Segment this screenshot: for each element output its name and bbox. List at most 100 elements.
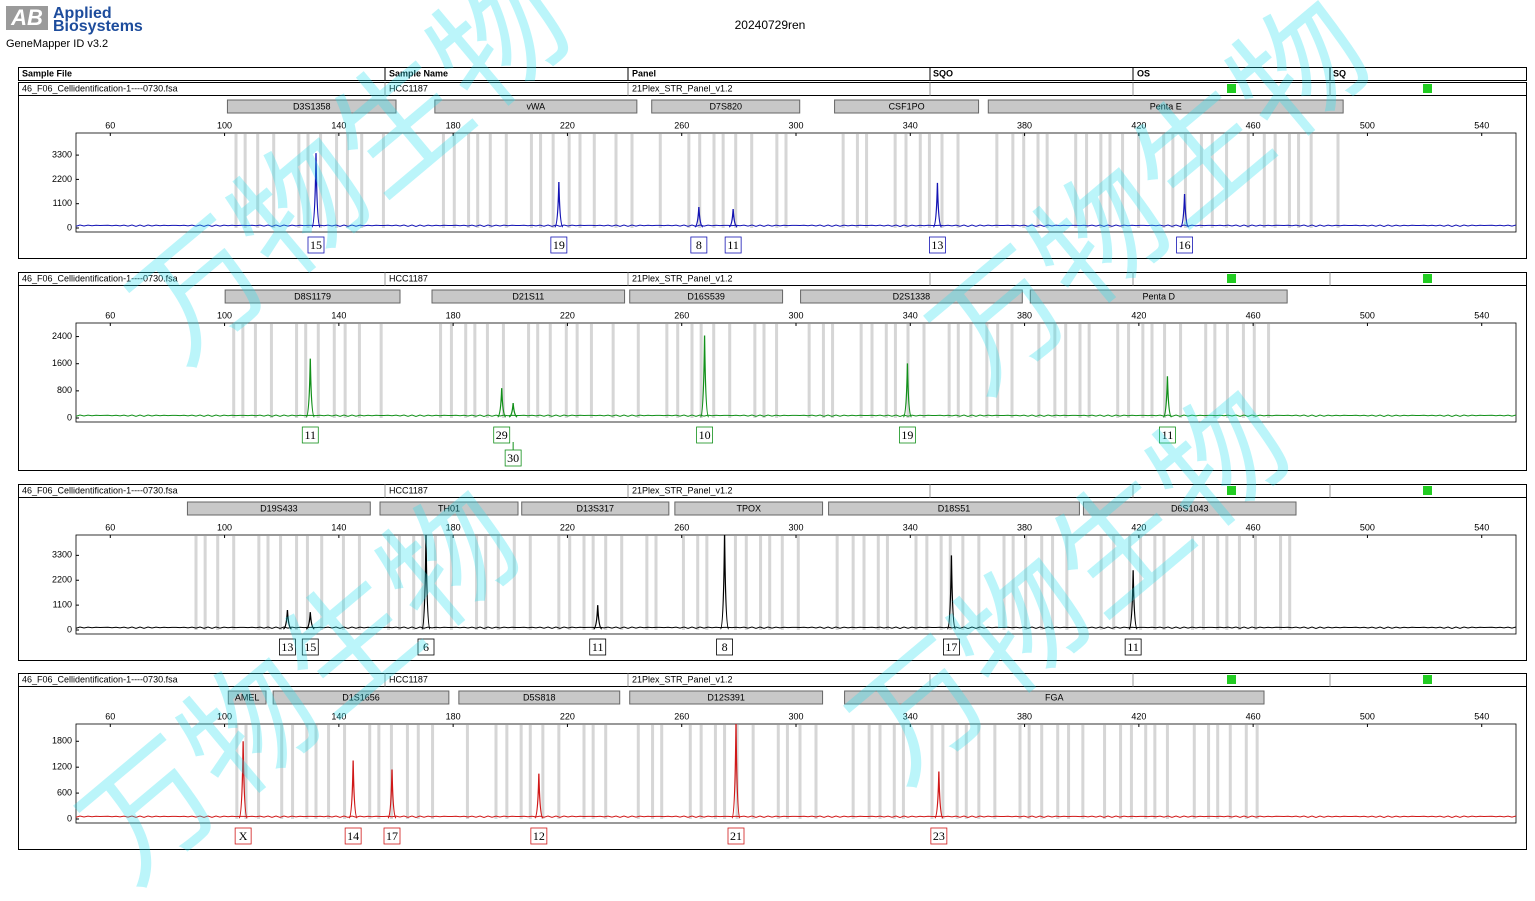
- peak: [934, 771, 944, 819]
- sample-file: 46_F06_Cellidentification-1----0730.fsa: [22, 674, 178, 684]
- watermark: 万物生物: [103, 0, 599, 391]
- y-tick-label: 1200: [52, 762, 72, 772]
- peak: [534, 773, 544, 819]
- peak: [719, 535, 730, 630]
- allele-label: 30: [507, 451, 519, 465]
- y-tick-label: 0: [67, 624, 72, 634]
- peak: [311, 153, 321, 228]
- x-tick-label: 340: [903, 120, 918, 130]
- logo-text: Applied: [53, 5, 112, 22]
- allele-box: [383, 827, 401, 845]
- allele-box: [307, 236, 325, 254]
- logo-box: [6, 6, 48, 30]
- peak: [497, 388, 507, 418]
- allele-label: 11: [305, 428, 317, 442]
- locus-name: TPOX: [736, 503, 761, 513]
- locus-bar: [834, 99, 980, 114]
- allele-box: [279, 638, 296, 656]
- allele-box: [899, 426, 916, 444]
- allele-label: 8: [722, 640, 728, 654]
- locus-bar: [987, 99, 1344, 114]
- locus-bar: [186, 501, 371, 516]
- peak: [421, 535, 431, 630]
- panel-name: 21Plex_STR_Panel_v1.2: [632, 674, 733, 684]
- sample-name: HCC1187: [389, 485, 428, 495]
- report-title: 20240729ren: [735, 18, 806, 32]
- trace: [76, 224, 1516, 228]
- x-tick-label: 260: [674, 711, 689, 721]
- x-tick-label: 420: [1131, 522, 1146, 532]
- locus-name: D3S1358: [293, 101, 331, 111]
- y-tick-label: 800: [57, 385, 72, 395]
- allele-box: [716, 638, 733, 656]
- allele-box: [929, 236, 946, 254]
- x-tick-label: 60: [105, 120, 115, 130]
- peak: [387, 769, 397, 819]
- allele-label: X: [239, 829, 248, 843]
- locus-bar: [226, 99, 397, 114]
- locus-name: Penta E: [1150, 101, 1182, 111]
- trace: [76, 414, 1516, 418]
- x-tick-label: 100: [217, 310, 232, 320]
- status-square: [1423, 84, 1432, 93]
- trace: [76, 626, 1516, 630]
- x-tick-label: 220: [560, 120, 575, 130]
- panel-box: [18, 82, 1527, 259]
- x-tick-label: 180: [446, 120, 461, 130]
- logo-text: Biosystems: [53, 18, 143, 35]
- locus-name: D6S1043: [1171, 503, 1209, 513]
- locus-name: D5S818: [523, 692, 556, 702]
- x-tick-label: 460: [1246, 711, 1261, 721]
- allele-box: [493, 426, 511, 444]
- x-tick-label: 220: [560, 522, 575, 532]
- y-tick-label: 2200: [52, 174, 72, 184]
- y-tick-label: 0: [67, 222, 72, 232]
- status-square: [1227, 486, 1236, 495]
- table-header: [18, 67, 1527, 81]
- column-header: Sample Name: [389, 68, 448, 78]
- column-header: Panel: [632, 68, 656, 78]
- locus-name: AMEL: [235, 692, 260, 702]
- peak: [1180, 193, 1190, 228]
- x-tick-label: 180: [446, 310, 461, 320]
- locus-name: D16S539: [687, 291, 725, 301]
- y-tick-label: 1100: [53, 198, 72, 208]
- allele-box: [943, 638, 960, 656]
- x-tick-label: 380: [1017, 711, 1032, 721]
- locus-bar: [629, 289, 784, 304]
- locus-bar: [272, 690, 450, 705]
- status-square: [1423, 675, 1432, 684]
- y-tick-label: 2400: [52, 331, 72, 341]
- x-tick-label: 380: [1017, 522, 1032, 532]
- y-tick-label: 3300: [52, 149, 72, 159]
- x-tick-label: 180: [446, 522, 461, 532]
- x-tick-label: 100: [217, 522, 232, 532]
- x-tick-label: 340: [903, 711, 918, 721]
- allele-label: 6: [423, 640, 429, 654]
- y-tick-label: 3300: [52, 550, 72, 560]
- x-tick-label: 180: [446, 711, 461, 721]
- locus-bar: [458, 690, 621, 705]
- peak: [305, 612, 315, 630]
- x-tick-label: 500: [1360, 310, 1375, 320]
- column-header: OS: [1137, 68, 1150, 78]
- watermark: 万物生物: [823, 360, 1319, 811]
- plot-frame: [75, 322, 1517, 423]
- locus-bar: [227, 690, 267, 705]
- sample-name: HCC1187: [389, 674, 428, 684]
- allele-label: 19: [553, 238, 565, 252]
- x-tick-label: 340: [903, 310, 918, 320]
- sample-file: 46_F06_Cellidentification-1----0730.fsa: [22, 273, 178, 283]
- status-square: [1423, 274, 1432, 283]
- allele-label: 11: [1162, 428, 1174, 442]
- y-tick-label: 2200: [52, 575, 72, 585]
- allele-label: 8: [696, 238, 702, 252]
- locus-bar: [224, 289, 401, 304]
- locus-name: D12S391: [707, 692, 745, 702]
- locus-name: TH01: [438, 503, 460, 513]
- allele-box: [727, 827, 745, 845]
- x-tick-label: 260: [674, 120, 689, 130]
- x-tick-label: 420: [1131, 120, 1146, 130]
- peak: [946, 555, 957, 630]
- allele-label: 29: [496, 428, 508, 442]
